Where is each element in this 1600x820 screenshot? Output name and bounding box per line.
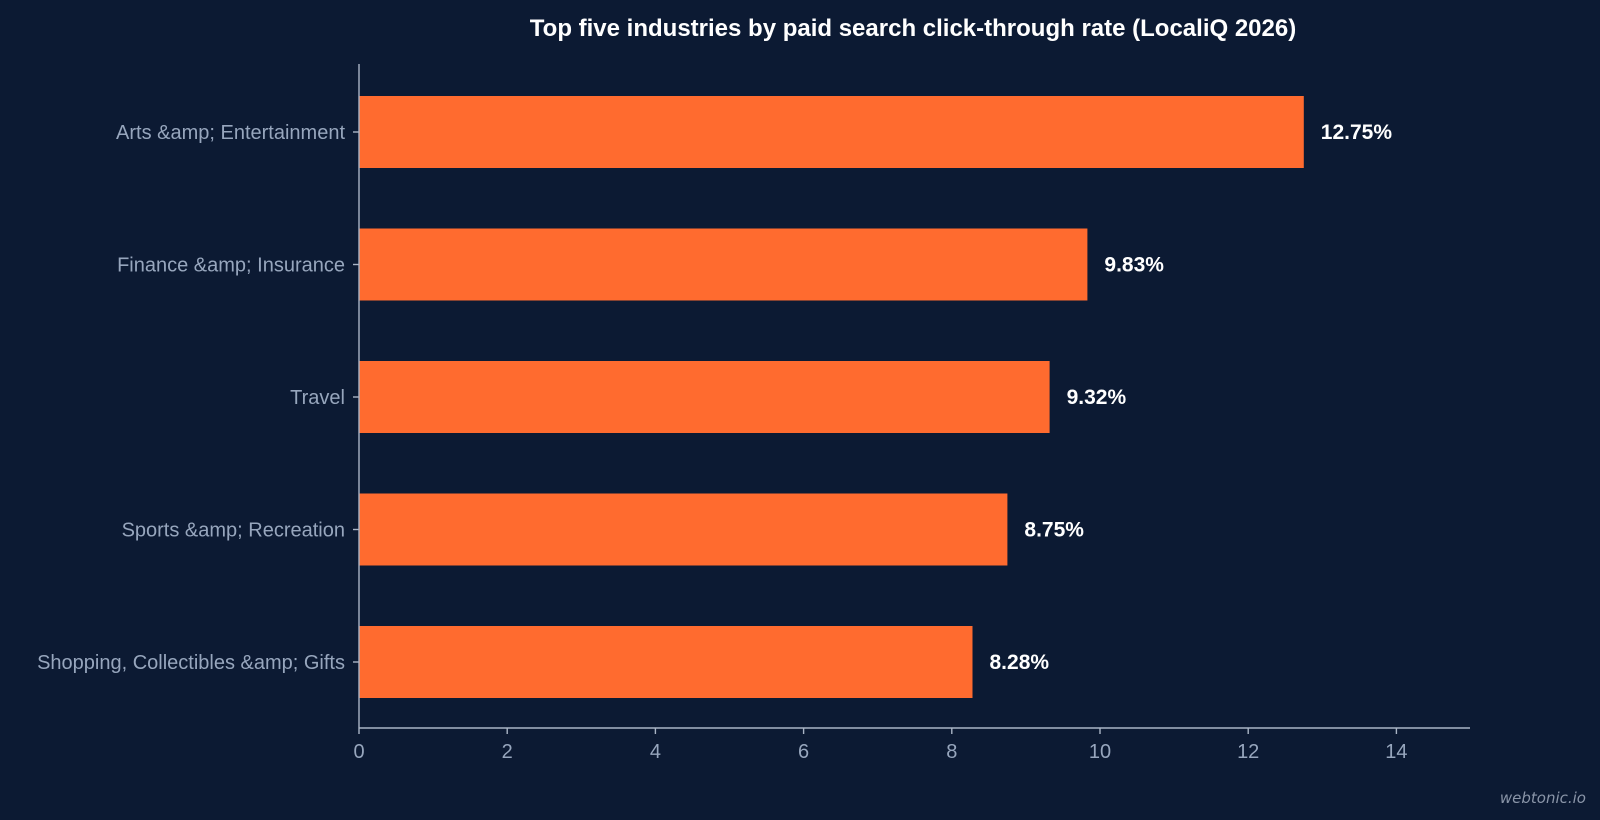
x-tick-label: 12 <box>1237 741 1259 763</box>
bars-layer <box>359 96 1304 698</box>
x-tick-label: 8 <box>946 741 957 763</box>
value-label: 8.75% <box>1024 519 1084 542</box>
category-label: Arts &amp; Entertainment <box>116 122 345 144</box>
value-label: 9.83% <box>1104 254 1164 277</box>
value-labels: 12.75% 9.83% 9.32% 8.75% 8.28% <box>990 121 1393 674</box>
value-label: 9.32% <box>1067 386 1127 409</box>
watermark-text: webtonic.io <box>1500 789 1586 807</box>
x-tick-label: 2 <box>502 741 513 763</box>
x-tick-label: 0 <box>353 741 364 763</box>
x-tick-label: 4 <box>650 741 661 763</box>
category-labels: Arts &amp; Entertainment Finance &amp; In… <box>37 122 345 674</box>
category-label: Finance &amp; Insurance <box>117 255 345 277</box>
category-label: Shopping, Collectibles &amp; Gifts <box>37 652 345 674</box>
category-label: Travel <box>290 387 345 409</box>
bar <box>359 626 973 698</box>
bar <box>359 96 1304 168</box>
value-label: 8.28% <box>990 651 1050 674</box>
category-label: Sports &amp; Recreation <box>122 520 345 542</box>
x-tick-label: 10 <box>1089 741 1111 763</box>
bar <box>359 228 1088 301</box>
x-tick-label: 14 <box>1385 741 1407 763</box>
bar <box>359 361 1050 433</box>
bar <box>359 493 1008 566</box>
x-axis-ticks: 0 2 4 6 8 10 12 14 <box>353 131 1408 763</box>
chart-title: Top five industries by paid search click… <box>530 15 1296 42</box>
x-tick-label: 6 <box>798 741 809 763</box>
value-label: 12.75% <box>1321 121 1393 144</box>
